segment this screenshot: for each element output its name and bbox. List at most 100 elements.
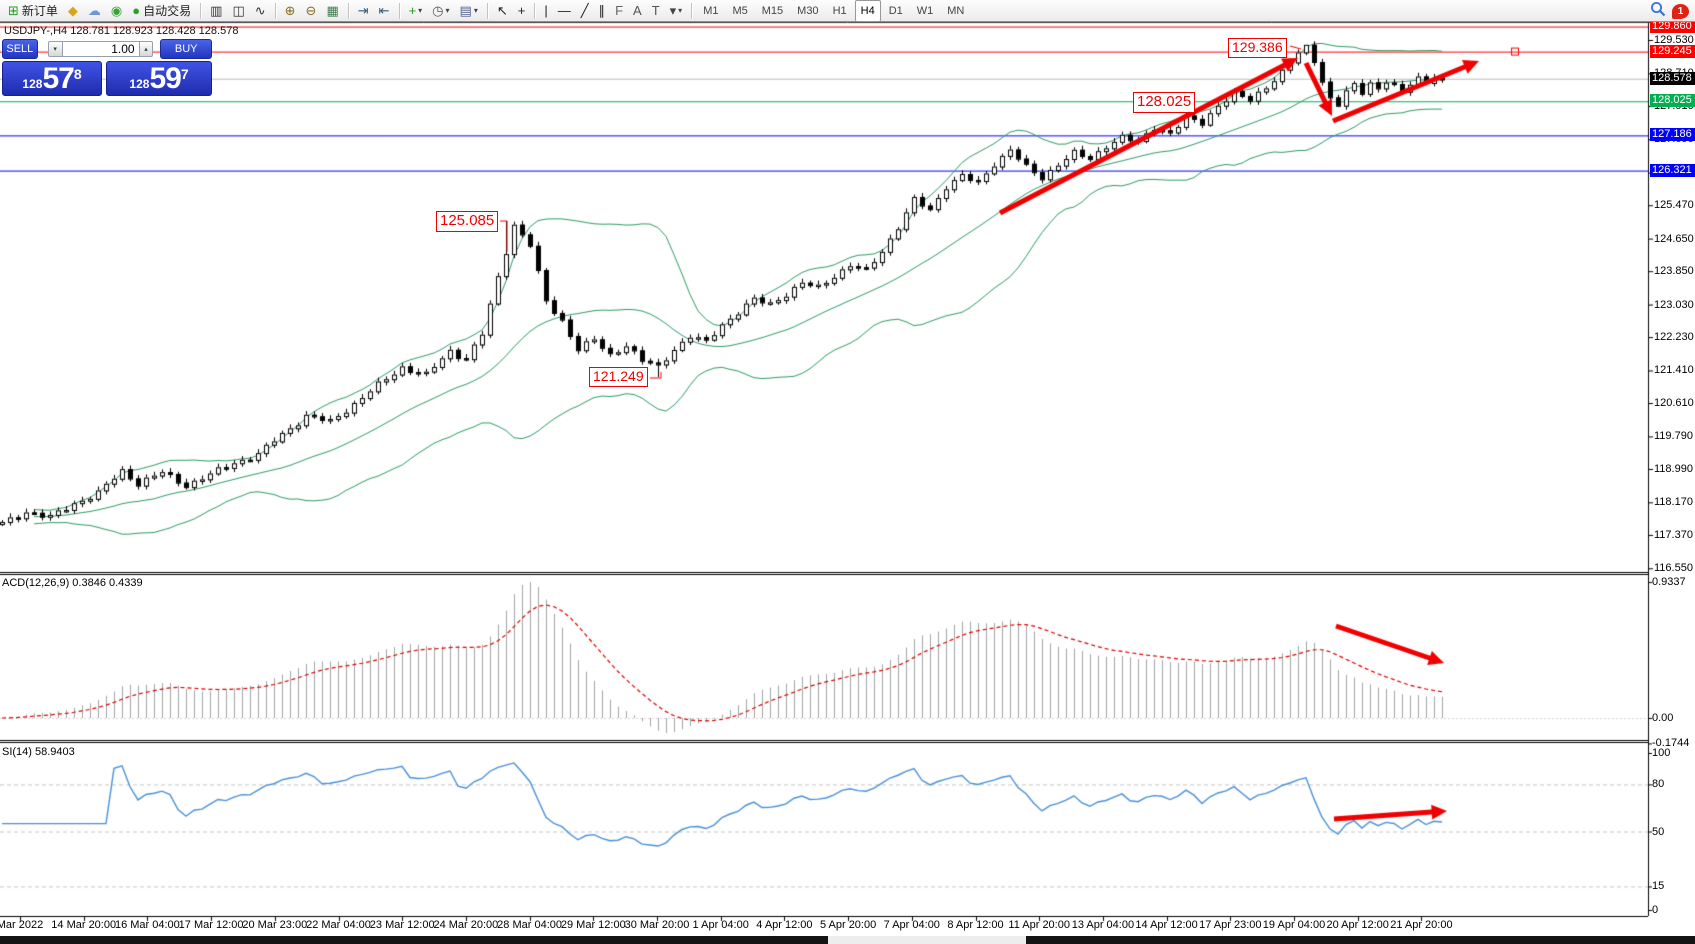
- toolbar-separator: [347, 2, 349, 19]
- trendline-button-icon: ╱: [580, 3, 589, 18]
- chevron-down-icon: ▾: [418, 6, 423, 15]
- timeframe-m30[interactable]: M30: [791, 0, 824, 22]
- horizontal-line-button-icon: —: [557, 3, 571, 18]
- trendline-button[interactable]: ╱: [577, 1, 593, 21]
- trade-panel-row1: SELL ▾ ▴ BUY: [2, 39, 212, 59]
- crosshair-button-icon: +: [517, 3, 526, 18]
- timeframe-d1[interactable]: D1: [883, 0, 909, 22]
- auto-scroll-button[interactable]: ⇥: [354, 1, 373, 21]
- zoom-out-button-icon: ⊖: [305, 3, 317, 18]
- candlestick-chart-button[interactable]: ◫: [228, 1, 248, 21]
- buy-price-big-figure: 128: [129, 77, 150, 91]
- signal-icon-button[interactable]: ◉: [107, 1, 126, 21]
- toolbar-separator: [691, 2, 693, 19]
- scrollbar-thumb[interactable]: [828, 936, 1026, 944]
- new-order-button[interactable]: ⊞ 新订单: [4, 1, 62, 21]
- timeframe-m30-label: M30: [797, 4, 819, 17]
- shapes-dropdown-button-icon: ▾: [669, 3, 677, 18]
- cursor-button[interactable]: ↖: [493, 1, 512, 21]
- timeframe-h4[interactable]: H4: [854, 0, 881, 22]
- chevron-down-icon: ▾: [678, 6, 683, 15]
- timeframe-mn[interactable]: MN: [941, 0, 970, 22]
- indicators-button[interactable]: + ▾: [405, 1, 427, 21]
- tile-windows-button[interactable]: ▦: [322, 1, 342, 21]
- periods-button[interactable]: ◷ ▾: [428, 1, 453, 21]
- tile-windows-button-icon: ▦: [326, 3, 339, 18]
- autotrading-button-label: 自动交易: [143, 4, 192, 18]
- fibonacci-button-icon: F: [615, 3, 624, 18]
- toolbar-separator: [274, 2, 276, 19]
- notification-badge[interactable]: 1: [1672, 3, 1689, 19]
- sell-price-point: 8: [73, 66, 82, 82]
- autotrading-button-icon: ●: [132, 3, 141, 18]
- text-button-icon: A: [633, 3, 642, 18]
- trade-panel-row2: 128 57 8 128 59 7: [2, 61, 212, 96]
- horizontal-scrollbar[interactable]: [0, 936, 1695, 944]
- volume-increase-button[interactable]: ▴: [138, 41, 154, 57]
- volume-decrease-button[interactable]: ▾: [47, 41, 63, 57]
- search-icon[interactable]: [1650, 1, 1666, 22]
- gold-icon-button[interactable]: ◆: [64, 1, 82, 21]
- candlestick-chart-button-icon: ◫: [232, 3, 245, 18]
- chart-shift-button[interactable]: ⇤: [375, 1, 394, 21]
- buy-price-point: 7: [180, 66, 189, 82]
- volume-input[interactable]: [62, 41, 139, 57]
- buy-price-button[interactable]: 128 59 7: [106, 61, 212, 96]
- community-icon-button[interactable]: ☁: [84, 1, 105, 21]
- sell-button[interactable]: SELL: [2, 39, 38, 59]
- symbol-title: USDJPY-,H4 128.781 128.923 128.428 128.5…: [4, 25, 239, 37]
- zoom-in-button[interactable]: ⊕: [281, 1, 300, 21]
- equidistant-channel-button-icon: ∥: [598, 3, 606, 18]
- chevron-down-icon: ▾: [445, 6, 450, 15]
- timeframe-h1-label: H1: [832, 4, 847, 17]
- sell-price-button[interactable]: 128 57 8: [2, 61, 103, 96]
- timeframe-m15[interactable]: M15: [756, 0, 789, 22]
- timeframe-m1-label: M1: [703, 4, 719, 17]
- community-icon-button-icon: ☁: [87, 3, 101, 18]
- timeframe-d1-label: D1: [888, 4, 903, 17]
- zoom-in-button-icon: ⊕: [284, 3, 296, 18]
- timeframe-m1[interactable]: M1: [697, 0, 724, 22]
- timeframe-m5[interactable]: M5: [726, 0, 753, 22]
- text-label-button-icon: T: [651, 3, 660, 18]
- gold-icon-button-icon: ◆: [67, 3, 78, 18]
- sell-price-big-figure: 128: [22, 77, 43, 91]
- timeframe-h1[interactable]: H1: [827, 0, 853, 22]
- vertical-line-button-icon: |: [544, 3, 548, 18]
- toolbar-separator: [534, 2, 536, 19]
- text-label-button[interactable]: T: [648, 1, 664, 21]
- timeframe-mn-label: MN: [947, 4, 965, 17]
- timeframe-w1-label: W1: [916, 4, 934, 17]
- toolbar-right: 1: [1650, 1, 1689, 21]
- zoom-out-button[interactable]: ⊖: [302, 1, 321, 21]
- chevron-down-icon: ▾: [473, 6, 478, 15]
- line-chart-button[interactable]: ∿: [251, 1, 270, 21]
- new-order-button-label: 新订单: [21, 4, 58, 18]
- toolbar-separator: [486, 2, 488, 19]
- crosshair-button[interactable]: +: [514, 1, 530, 21]
- toolbar-separator: [398, 2, 400, 19]
- chart-shift-button-icon: ⇤: [378, 3, 390, 18]
- vertical-line-button[interactable]: |: [540, 1, 551, 21]
- signal-icon-button-icon: ◉: [110, 3, 123, 18]
- auto-scroll-button-icon: ⇥: [357, 3, 369, 18]
- shapes-dropdown-button[interactable]: ▾ ▾: [666, 1, 687, 21]
- horizontal-line-button[interactable]: —: [554, 1, 575, 21]
- timeframe-w1[interactable]: W1: [911, 0, 940, 22]
- timeframe-m15-label: M15: [761, 4, 784, 17]
- bar-chart-button[interactable]: ▥: [206, 1, 226, 21]
- one-click-trading-panel: SELL ▾ ▴ BUY 128 57 8 128 59 7: [2, 39, 212, 96]
- fibonacci-button[interactable]: F: [611, 1, 627, 21]
- autotrading-button[interactable]: ● 自动交易: [128, 1, 195, 21]
- templates-button[interactable]: ▤ ▾: [456, 1, 482, 21]
- buy-price-pips: 59: [149, 62, 181, 95]
- sell-price-pips: 57: [42, 62, 74, 95]
- toolbar: ⊞ 新订单 ◆ ☁ ◉ ● 自动交易 ▥ ◫ ∿ ⊕ ⊖ ▦ ⇥ ⇤ + ▾ ◷ ▾ ▤ ▾ ↖ + | — ╱ ∥ F A T ▾ ▾ M1 M…: [0, 0, 1695, 22]
- equidistant-channel-button[interactable]: ∥: [595, 1, 610, 21]
- text-button[interactable]: A: [629, 1, 646, 21]
- timeframe-h4-label: H4: [860, 4, 875, 17]
- indicators-button-icon: +: [408, 3, 417, 18]
- buy-button[interactable]: BUY: [160, 39, 212, 59]
